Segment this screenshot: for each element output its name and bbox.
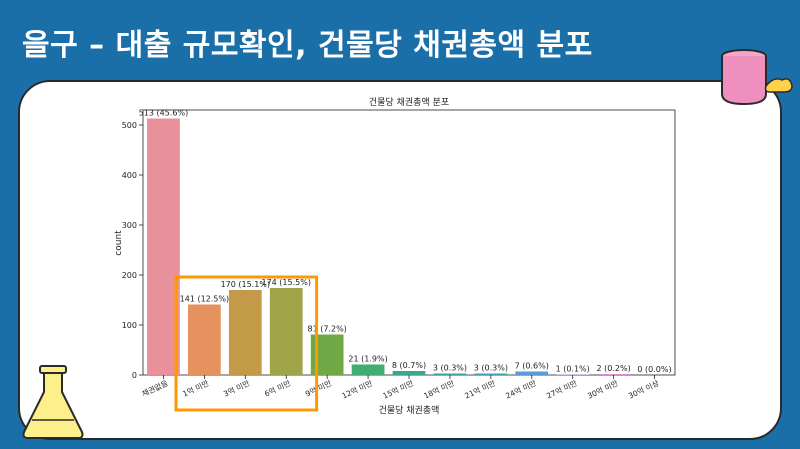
x-tick-label: 27억 미만 (545, 379, 578, 401)
data-label: 170 (15.1%) (221, 280, 270, 289)
data-label: 3 (0.3%) (474, 364, 508, 373)
bar (474, 373, 508, 375)
y-tick-label: 400 (122, 171, 137, 180)
bar (515, 371, 549, 375)
x-tick-label: 1억 미만 (181, 379, 210, 399)
x-axis: 채권없음 1억 미만 3억 미만 6억 미만 9억 미만 12억 미만 15억 미만 18억 … (140, 375, 660, 401)
x-tick-label: 12억 미만 (341, 379, 374, 401)
x-tick-label: 18억 미만 (422, 379, 455, 401)
chart-title: 건물당 채권총액 분포 (369, 96, 449, 108)
x-tick-label: 9억 미만 (304, 379, 333, 399)
y-tick-label: 300 (122, 221, 137, 230)
content-panel (18, 80, 782, 440)
bar (228, 290, 262, 375)
x-tick-label: 24억 미만 (504, 379, 537, 401)
data-label: 7 (0.6%) (515, 362, 549, 371)
y-tick-label: 0 (132, 371, 137, 380)
x-tick-label: 채권없음 (140, 378, 169, 399)
y-tick-label: 200 (122, 271, 137, 280)
slide-title: 을구 – 대출 규모확인, 건물당 채권총액 분포 (22, 28, 593, 63)
data-label: 81 (7.2%) (308, 325, 347, 334)
x-tick-label: 30억 이상 (627, 378, 661, 401)
data-label: 141 (12.5%) (180, 295, 229, 304)
y-axis: 0 100 200 300 400 500 (122, 121, 143, 380)
x-tick-label: 6억 미만 (263, 379, 292, 399)
bar (597, 374, 630, 375)
x-tick-label: 30억 미만 (586, 379, 619, 401)
bars-group (147, 118, 630, 375)
data-label: 513 (45.6%) (139, 109, 188, 118)
y-tick-label: 500 (122, 121, 137, 130)
bar (433, 373, 467, 375)
data-label: 0 (0.0%) (637, 365, 671, 374)
bar (556, 374, 590, 375)
bar (351, 364, 385, 375)
data-label: 21 (1.9%) (348, 355, 387, 364)
data-labels-group: 513 (45.6%) 141 (12.5%) 170 (15.1%)174 (15… (139, 109, 672, 375)
data-label: 3 (0.3%) (433, 364, 467, 373)
bar (188, 304, 221, 375)
data-label: 8 (0.7%) (392, 361, 426, 370)
flask-icon (22, 365, 84, 439)
bar (269, 288, 303, 375)
bar (147, 118, 180, 375)
data-label: 2 (0.2%) (597, 364, 631, 373)
x-tick-label: 21억 미만 (463, 379, 496, 401)
data-label: 174 (15.5%) (261, 278, 310, 287)
x-tick-label: 15억 미만 (381, 379, 414, 401)
y-tick-label: 100 (122, 321, 137, 330)
plot-frame (142, 109, 676, 376)
x-axis-label: 건물당 채권총액 (379, 404, 440, 416)
y-axis-label: count (114, 230, 124, 256)
x-tick-label: 3억 미만 (222, 379, 251, 399)
beaker-icon (721, 49, 793, 106)
bar (392, 371, 426, 375)
highlight-box (174, 275, 319, 412)
data-label: 1 (0.1%) (556, 365, 590, 374)
